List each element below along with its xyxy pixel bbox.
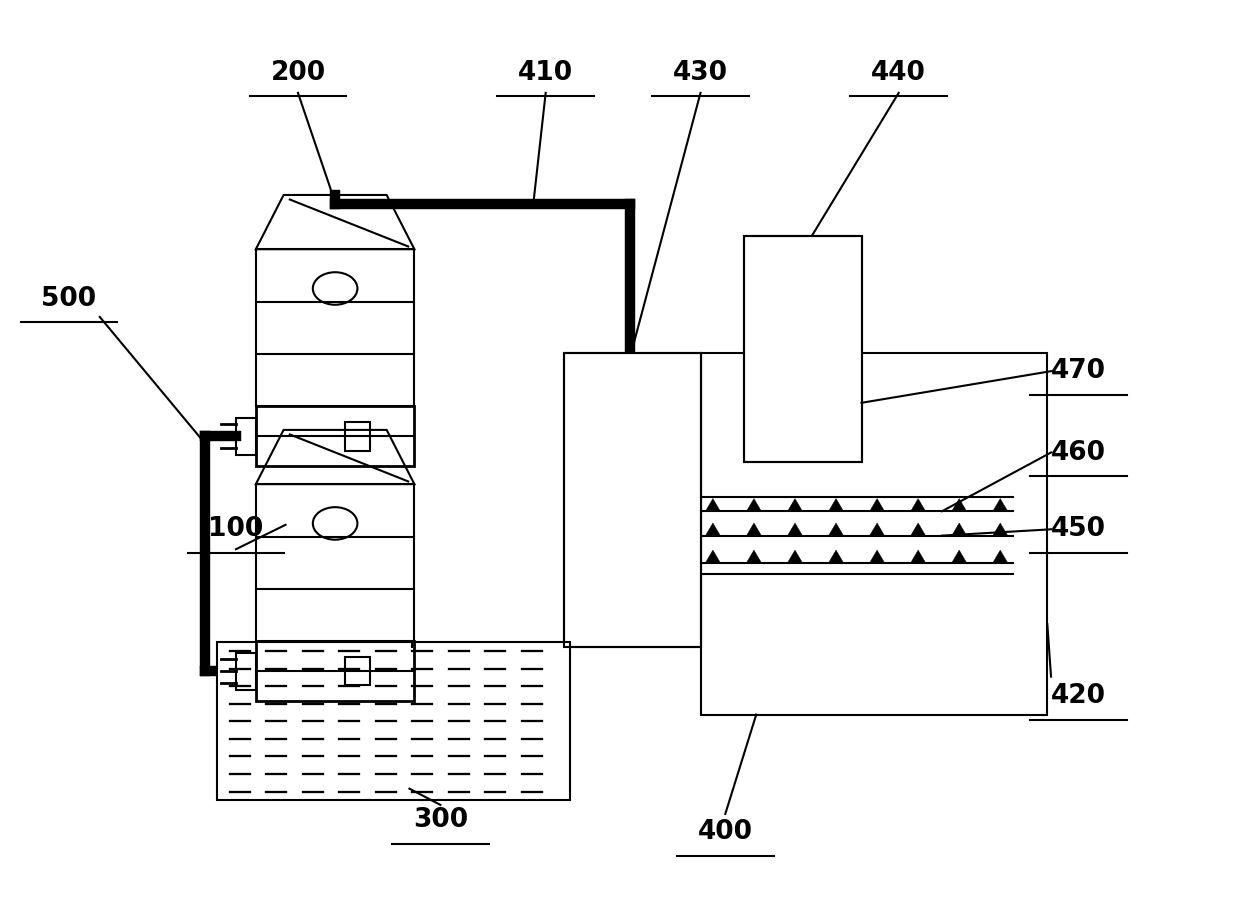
Polygon shape [910,499,925,511]
Bar [744,235,862,462]
Polygon shape [828,523,843,536]
Polygon shape [993,550,1008,563]
Text: 100: 100 [208,517,264,542]
Bar [255,642,414,701]
Bar [236,418,255,454]
Text: 450: 450 [1050,517,1106,542]
Polygon shape [952,550,967,563]
Text: 500: 500 [41,286,97,312]
Polygon shape [828,550,843,563]
Polygon shape [952,523,967,536]
Bar [255,249,414,406]
Polygon shape [869,499,884,511]
Polygon shape [746,523,761,536]
Bar [701,353,1048,715]
Polygon shape [706,550,720,563]
Polygon shape [746,499,761,511]
Text: 470: 470 [1050,358,1106,385]
Bar [564,353,701,647]
Polygon shape [828,499,843,511]
Polygon shape [910,523,925,536]
Polygon shape [706,499,720,511]
Polygon shape [952,499,967,511]
Text: 400: 400 [698,819,753,845]
Polygon shape [869,523,884,536]
Polygon shape [706,523,720,536]
Polygon shape [869,550,884,563]
Bar [744,235,862,462]
Bar [345,657,370,685]
Text: 300: 300 [413,807,467,834]
Text: 460: 460 [1050,440,1106,465]
Text: 440: 440 [872,60,926,86]
Bar [564,353,701,647]
Polygon shape [746,550,761,563]
Polygon shape [993,499,1008,511]
Polygon shape [993,523,1008,536]
Text: 420: 420 [1050,683,1106,710]
Bar [255,406,414,466]
Bar [255,484,414,642]
Bar [345,422,370,451]
Bar [217,643,570,800]
Polygon shape [910,550,925,563]
Text: 430: 430 [673,60,728,86]
Bar [236,653,255,690]
Text: 200: 200 [270,60,326,86]
Text: 410: 410 [518,60,573,86]
Polygon shape [787,550,802,563]
Polygon shape [787,499,802,511]
Polygon shape [787,523,802,536]
